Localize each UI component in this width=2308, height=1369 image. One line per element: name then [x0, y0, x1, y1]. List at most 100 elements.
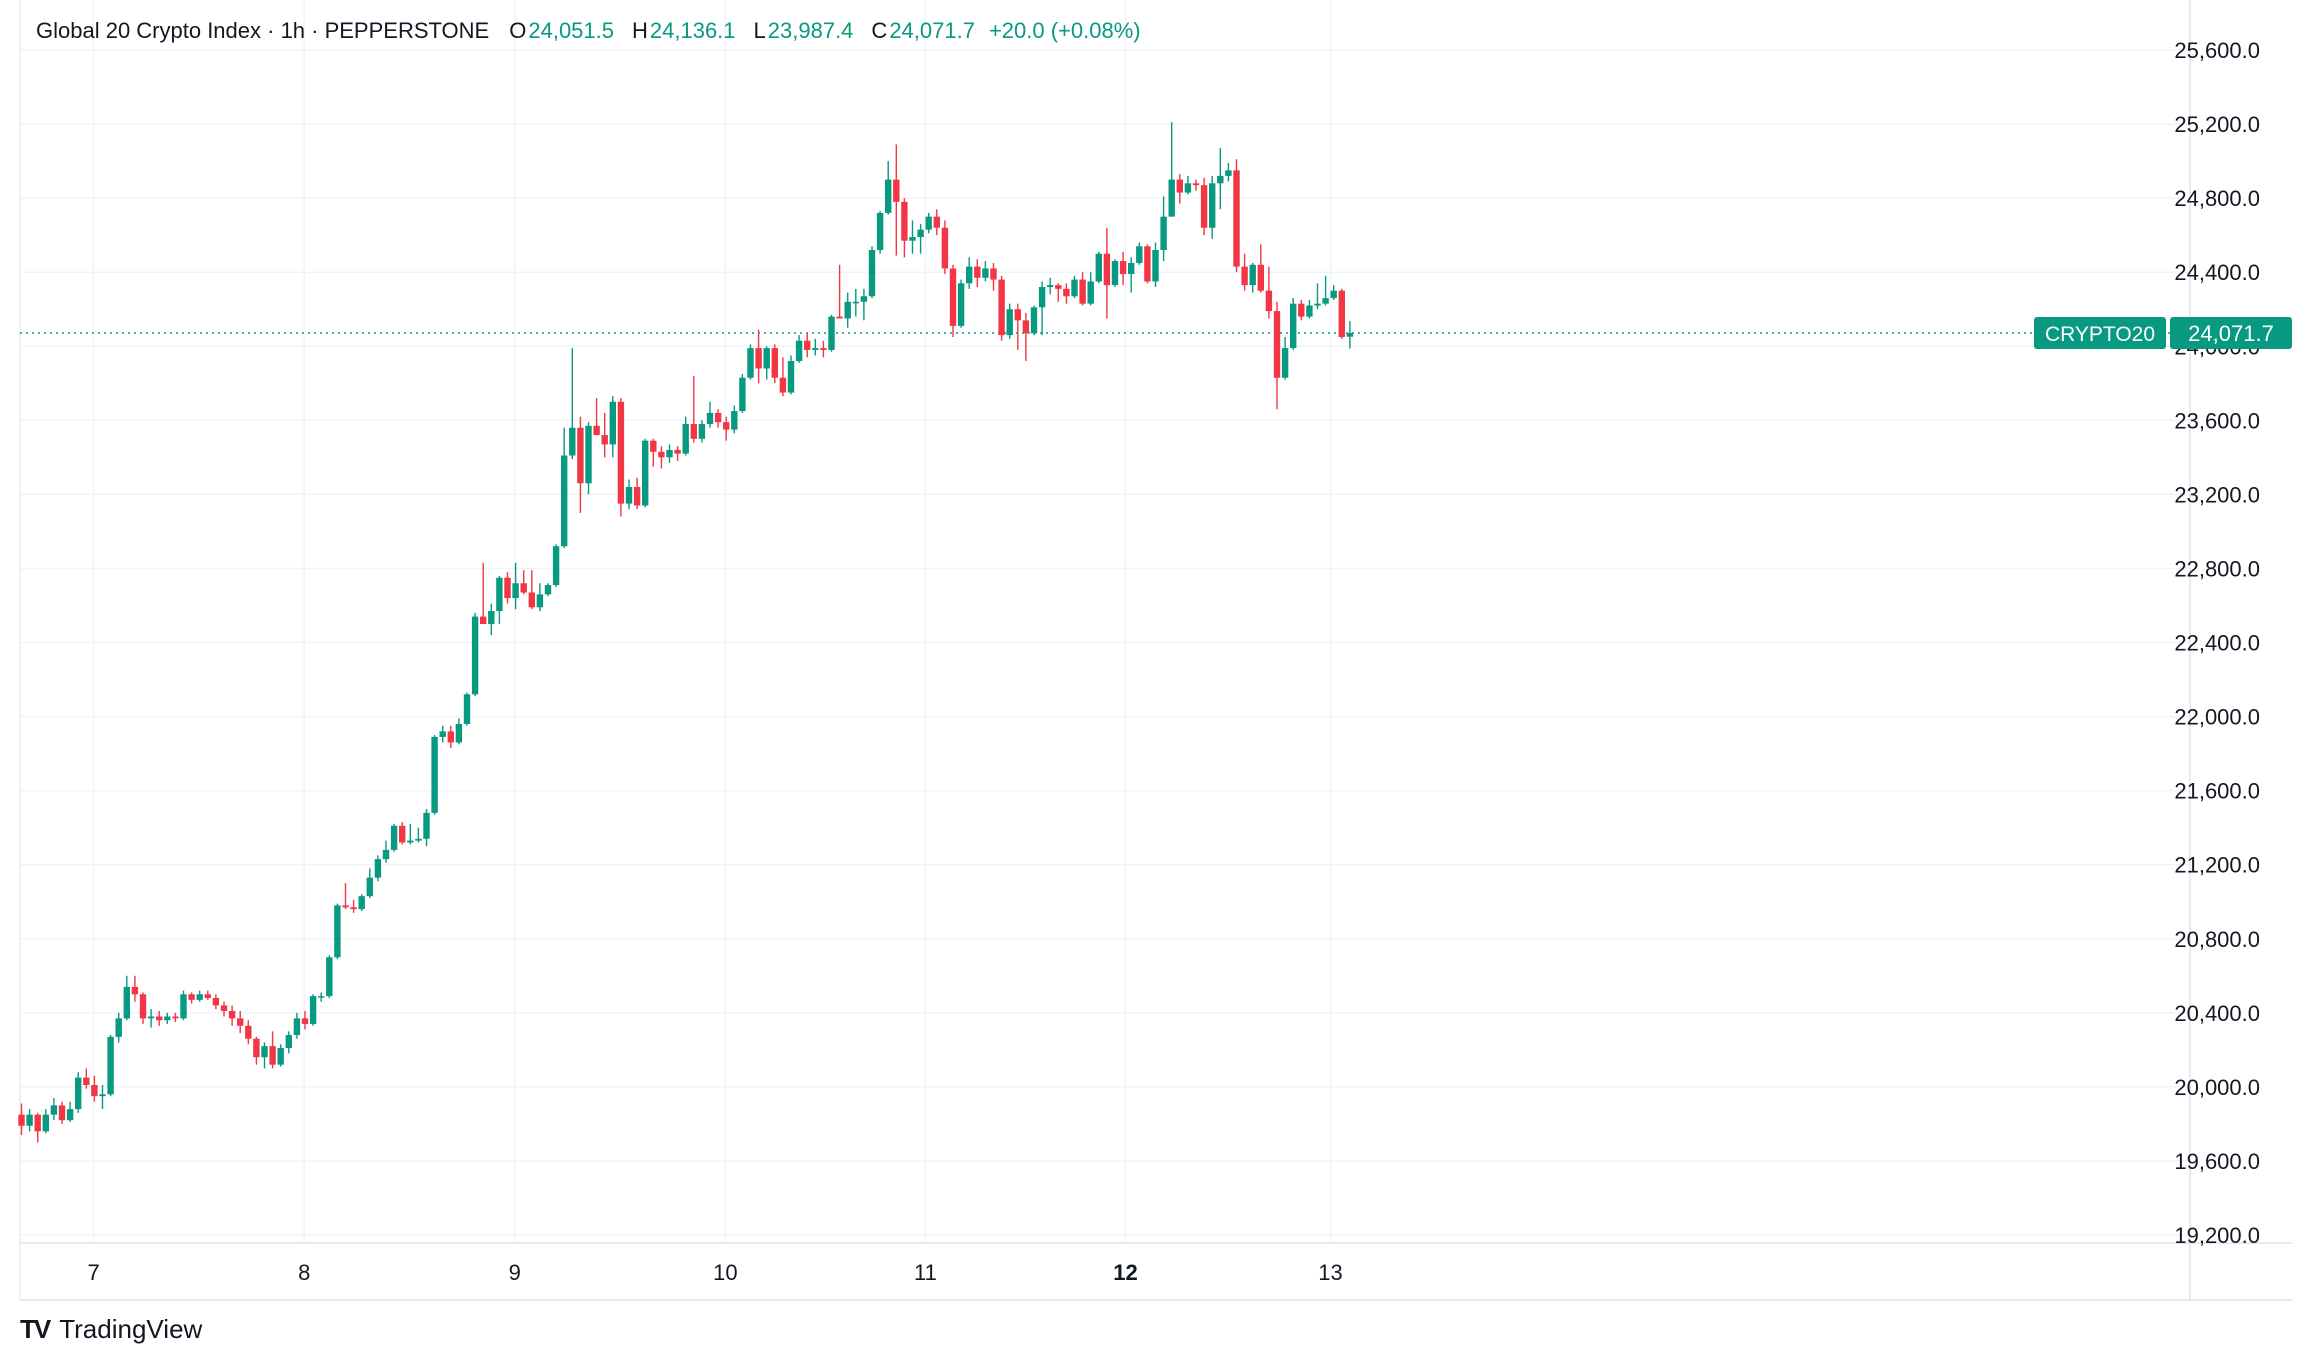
symbol-tag-label: CRYPTO20: [2045, 323, 2155, 346]
candle-body: [1257, 264, 1264, 291]
x-tick-label: 11: [914, 1260, 937, 1285]
candle-body: [714, 412, 722, 423]
candle-body: [399, 825, 406, 843]
candle-body: [1014, 309, 1021, 321]
candle: [642, 438, 649, 508]
candle: [852, 288, 859, 317]
candle: [42, 1109, 49, 1134]
x-axis: 7 8 9 10 11 12 13: [87, 1260, 1342, 1285]
tradingview-brand[interactable]: TV TradingView: [20, 1314, 202, 1345]
candle: [1176, 174, 1183, 204]
candle-body: [601, 435, 608, 445]
y-tick-label: 23,600.0: [2174, 408, 2260, 433]
candle-body: [285, 1035, 292, 1048]
candle-body: [852, 301, 859, 304]
candle: [504, 572, 511, 604]
candle: [795, 335, 803, 363]
x-tick-label: 13: [1318, 1260, 1342, 1285]
candle: [350, 899, 357, 913]
candle: [690, 375, 697, 443]
candle-body: [1160, 216, 1167, 250]
candle-body: [763, 348, 770, 369]
candle-body: [204, 994, 211, 998]
candle: [820, 340, 827, 358]
candle-body: [804, 340, 811, 350]
candle: [1209, 175, 1216, 239]
candle-body: [301, 1018, 309, 1024]
candle: [1006, 303, 1013, 339]
candle-body: [706, 412, 714, 425]
candle-body: [1095, 253, 1102, 282]
candle: [787, 355, 795, 395]
candle-body: [58, 1105, 66, 1121]
open-label: O: [509, 18, 527, 43]
candle: [1128, 257, 1135, 293]
candle: [860, 288, 868, 321]
candle-body: [228, 1010, 236, 1019]
candle: [245, 1020, 252, 1045]
candle: [1160, 196, 1167, 262]
candle-body: [893, 179, 900, 202]
candle-body: [42, 1114, 49, 1132]
candle: [91, 1075, 98, 1102]
candle: [1346, 321, 1354, 349]
candle-body: [876, 212, 884, 250]
candle: [609, 396, 616, 458]
candle-body: [1087, 281, 1094, 304]
candle: [366, 868, 373, 899]
candle: [1014, 303, 1021, 350]
candle: [277, 1044, 284, 1067]
candle-body: [666, 449, 673, 458]
candle-body: [455, 723, 463, 743]
candle-body: [358, 896, 365, 910]
candle: [83, 1068, 90, 1089]
candle: [399, 822, 406, 845]
candle-body: [885, 179, 892, 213]
candle-body: [1346, 332, 1354, 337]
candle-body: [180, 994, 187, 1019]
candle-body: [642, 440, 649, 506]
candle: [812, 338, 819, 356]
candle: [1273, 301, 1281, 410]
candle: [1306, 299, 1313, 319]
candle: [1330, 285, 1337, 300]
candle-body: [795, 340, 803, 362]
close-value: 24,071.7: [889, 18, 975, 43]
candle-body: [1055, 285, 1062, 289]
candle: [593, 398, 600, 436]
candle: [763, 346, 770, 380]
candle-body: [544, 585, 552, 595]
candle-body: [172, 1016, 179, 1019]
candle: [1055, 283, 1062, 302]
candle-body: [974, 266, 981, 278]
candle-body: [91, 1085, 98, 1097]
candle-body: [1022, 320, 1030, 334]
candle-body: [334, 905, 341, 958]
candle: [1192, 179, 1200, 191]
candle: [771, 344, 778, 384]
candle: [714, 409, 722, 428]
candle: [844, 292, 851, 328]
candle: [650, 438, 657, 467]
y-tick-label: 20,000.0: [2174, 1075, 2260, 1100]
symbol-title[interactable]: Global 20 Crypto Index · 1h · PEPPERSTON…: [36, 18, 490, 43]
candle-body: [966, 266, 973, 284]
y-tick-label: 20,800.0: [2174, 927, 2260, 952]
candle: [1338, 288, 1345, 339]
candle-body: [957, 283, 965, 326]
candle: [536, 583, 544, 612]
candle-body: [536, 594, 544, 608]
candle-body: [1063, 288, 1070, 297]
candle-body: [731, 411, 738, 430]
candle: [463, 692, 471, 726]
candle-body: [1233, 170, 1240, 267]
candle: [617, 398, 625, 517]
candle-body: [253, 1038, 260, 1058]
candle: [1111, 259, 1119, 287]
candle-body: [1306, 305, 1313, 317]
low-label: L: [753, 18, 766, 43]
candle: [625, 479, 633, 510]
candle-body: [407, 840, 414, 843]
candle: [390, 823, 398, 852]
